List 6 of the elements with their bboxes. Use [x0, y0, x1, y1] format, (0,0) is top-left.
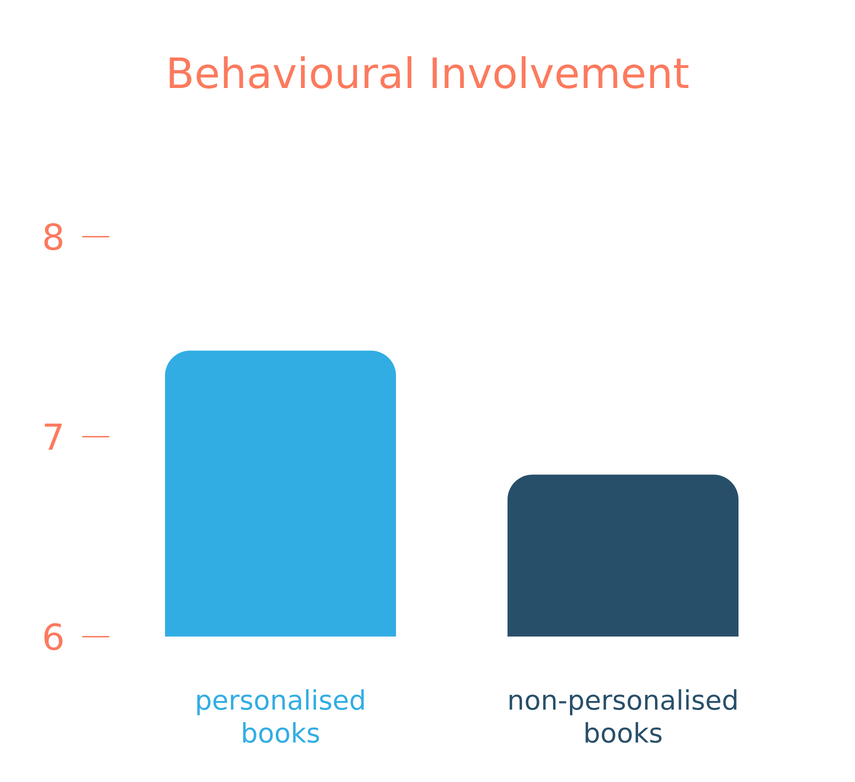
y-tick-label: 7	[44, 424, 62, 450]
x-tick-label: non-personalised books	[510, 689, 736, 743]
chart-title: Behavioural Involvement	[170, 56, 688, 89]
x-tick-label: personalised books	[197, 689, 364, 743]
y-tick-label: 8	[44, 223, 62, 250]
y-tick-label: 6	[44, 623, 62, 650]
